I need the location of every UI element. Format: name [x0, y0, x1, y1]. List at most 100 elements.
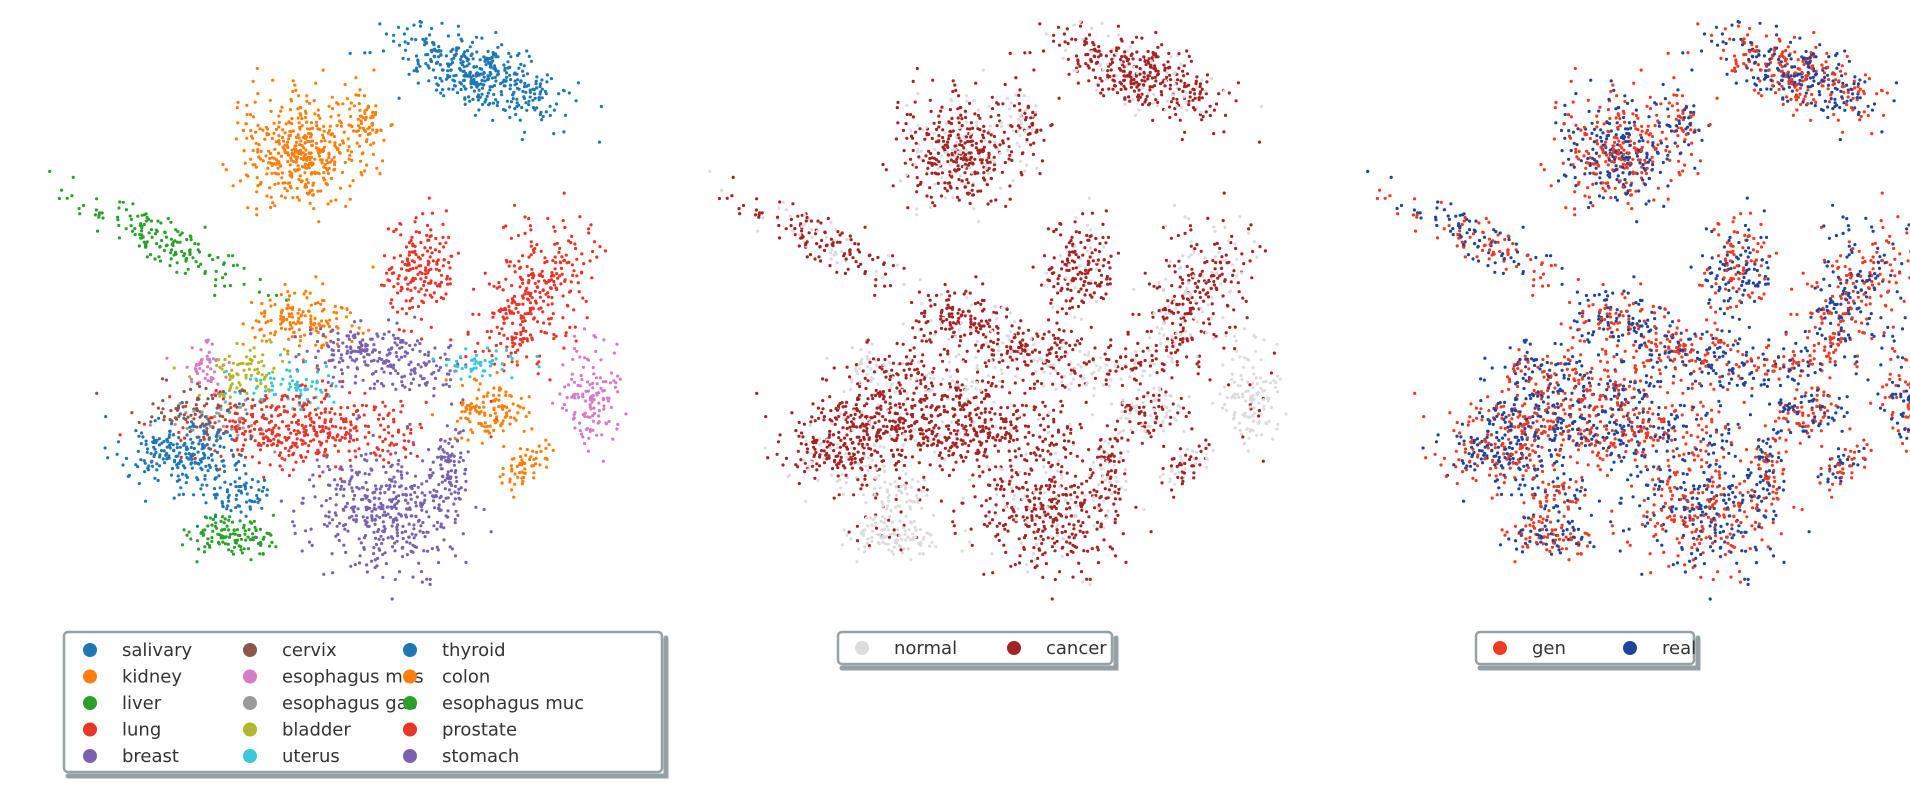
scatter-point-liver: [130, 229, 135, 233]
scatter-point-uterus: [500, 368, 504, 372]
scatter-point-kidney: [348, 184, 352, 188]
scatter-point-stomach: [489, 530, 493, 534]
scatter-point-prostate: [409, 329, 413, 333]
scatter-point-prostate: [423, 246, 427, 250]
scatter-point-kidney: [358, 134, 362, 138]
scatter-point-thyroid: [378, 22, 382, 26]
scatter-point-lung: [321, 429, 326, 433]
scatter-point-prostate: [526, 292, 530, 296]
scatter-point-cancer: [1168, 73, 1172, 77]
scatter-point-esophagus-muc: [211, 529, 215, 533]
scatter-point-cancer: [1102, 94, 1106, 98]
scatter-point-colon: [485, 394, 489, 398]
scatter-point-colon: [508, 477, 512, 481]
scatter-point-cancer: [1169, 78, 1173, 82]
scatter-point-stomach: [422, 549, 426, 553]
scatter-point-colon: [504, 390, 508, 394]
scatter-point-esophagus-muc: [261, 552, 265, 556]
scatter-point-stomach: [399, 514, 403, 518]
scatter-point-cancer: [789, 224, 793, 228]
scatter-point-esophagus-muc: [243, 532, 247, 536]
scatter-point-kidney: [299, 334, 303, 339]
scatter-point-lung: [243, 438, 247, 442]
scatter-point-thyroid: [531, 98, 535, 102]
scatter-point-cancer: [964, 156, 968, 161]
scatter-point-lung: [234, 403, 238, 407]
scatter-point-kidney: [308, 158, 312, 162]
scatter-point-cancer: [992, 134, 997, 139]
scatter-point-salivary: [221, 431, 226, 436]
scatter-point-thyroid: [442, 94, 446, 98]
scatter-point-normal: [1101, 68, 1105, 72]
scatter-point-lung: [318, 425, 322, 429]
scatter-point-prostate: [392, 229, 396, 234]
scatter-point-prostate: [538, 290, 542, 295]
scatter-point-esophagus-mus: [609, 371, 614, 375]
scatter-point-kidney: [291, 79, 295, 83]
scatter-point-cancer: [1148, 70, 1152, 75]
scatter-point-lung: [265, 444, 269, 448]
scatter-point-cancer: [905, 112, 909, 117]
scatter-point-stomach: [379, 534, 383, 538]
scatter-point-thyroid: [482, 70, 486, 75]
scatter-point-normal: [1140, 86, 1144, 90]
scatter-point-kidney: [286, 153, 291, 157]
scatter-point-prostate: [387, 279, 392, 283]
scatter-point-stomach: [417, 561, 421, 565]
scatter-point-stomach: [455, 479, 459, 484]
scatter-point-kidney: [308, 101, 312, 105]
scatter-point-normal: [1200, 78, 1204, 82]
scatter-point-normal: [1123, 102, 1127, 106]
scatter-point-uterus: [259, 378, 263, 382]
scatter-point-cancer: [1012, 104, 1017, 108]
scatter-point-normal: [915, 207, 919, 211]
scatter-point-salivary: [229, 448, 234, 452]
scatter-point-kidney: [290, 307, 294, 311]
scatter-point-esophagus-mus: [602, 338, 606, 342]
scatter-point-prostate: [410, 305, 415, 309]
scatter-point-liver: [180, 249, 184, 254]
scatter-point-stomach: [419, 570, 424, 574]
scatter-point-cancer: [987, 151, 991, 155]
scatter-point-kidney: [337, 113, 341, 117]
scatter-point-cancer: [923, 137, 927, 141]
scatter-point-esophagus-mus: [564, 408, 569, 412]
scatter-point-breast: [370, 372, 375, 376]
scatter-point-prostate: [550, 271, 554, 275]
scatter-point-kidney: [309, 132, 313, 136]
scatter-point-kidney: [297, 121, 301, 125]
scatter-point-thyroid: [483, 59, 487, 64]
scatter-point-cancer: [959, 139, 963, 143]
scatter-point-salivary: [192, 452, 196, 457]
scatter-point-cancer: [929, 109, 933, 113]
scatter-point-breast: [447, 384, 451, 388]
scatter-point-prostate: [485, 329, 489, 334]
scatter-point-cancer: [1135, 65, 1139, 69]
scatter-point-prostate: [428, 246, 433, 250]
scatter-point-uterus: [488, 373, 492, 377]
scatter-point-stomach: [427, 515, 431, 519]
scatter-point-salivary: [169, 473, 174, 477]
scatter-point-uterus: [281, 377, 285, 381]
scatter-point-uterus: [494, 349, 498, 353]
scatter-point-kidney: [299, 321, 304, 325]
scatter-point-salivary: [187, 452, 191, 456]
scatter-point-kidney: [382, 138, 386, 142]
scatter-point-thyroid: [453, 84, 457, 88]
scatter-point-breast: [396, 371, 400, 376]
scatter-point-thyroid: [475, 50, 479, 54]
scatter-point-lung: [275, 405, 279, 409]
scatter-point-cancer: [1158, 82, 1163, 86]
scatter-point-cancer: [905, 136, 909, 140]
scatter-point-kidney: [316, 301, 320, 305]
scatter-point-stomach: [425, 479, 429, 483]
scatter-point-stomach: [331, 571, 335, 575]
scatter-point-liver: [231, 254, 235, 258]
scatter-point-salivary: [239, 489, 243, 493]
scatter-point-liver: [144, 219, 148, 223]
scatter-point-cancer: [1107, 87, 1111, 91]
scatter-point-prostate: [564, 334, 568, 338]
scatter-point-stomach: [363, 472, 367, 476]
scatter-point-lung: [334, 438, 338, 442]
scatter-point-thyroid: [480, 86, 484, 90]
